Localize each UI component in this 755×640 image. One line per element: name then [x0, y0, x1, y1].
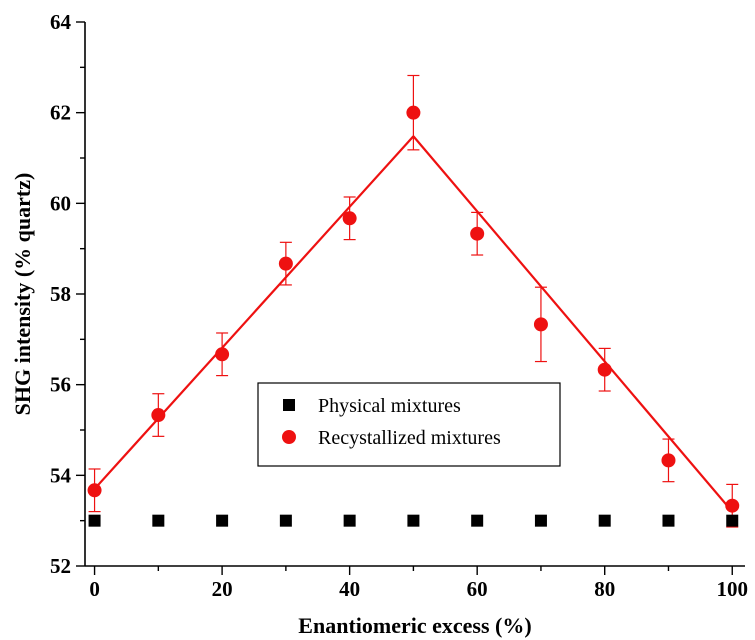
fit-line: [93, 135, 415, 490]
recrystallized-mixture-point: [151, 408, 166, 423]
legend-marker-circle: [282, 430, 296, 444]
recrystallized-mixture-point: [215, 347, 230, 362]
x-tick-label: 40: [339, 577, 360, 601]
y-tick-label: 60: [50, 191, 71, 215]
physical-mixture-point: [726, 514, 739, 527]
y-tick-label: 56: [50, 373, 71, 397]
recrystallized-mixture-point: [533, 317, 548, 332]
legend-marker-square: [283, 399, 295, 411]
x-tick-label: 80: [594, 577, 615, 601]
axes: [76, 21, 745, 575]
legend-label: Recystallized mixtures: [318, 427, 501, 449]
y-tick-label: 64: [50, 10, 72, 34]
x-tick-label: 60: [467, 577, 488, 601]
x-tick-label: 100: [716, 577, 748, 601]
recrystallized-mixture-point: [278, 256, 293, 271]
physical-mixture-point: [407, 514, 420, 527]
y-axis-title: SHG intensity (% quartz): [10, 173, 35, 416]
recrystallized-mixture-point: [342, 211, 357, 226]
physical-mixture-point: [471, 514, 484, 527]
recrystallized-mixture-point: [87, 483, 102, 498]
fit-lines: [93, 135, 734, 513]
physical-mixture-point: [152, 514, 165, 527]
recrystallized-mixture-point: [597, 362, 612, 377]
x-tick-label: 0: [89, 577, 100, 601]
y-tick-label: 52: [50, 554, 71, 578]
x-axis-title: Enantiomeric excess (%): [298, 613, 531, 638]
physical-mixture-point: [279, 514, 292, 527]
physical-mixture-point: [598, 514, 611, 527]
data-points: [87, 105, 740, 527]
recrystallized-mixture-point: [470, 226, 485, 241]
physical-mixture-point: [343, 514, 356, 527]
legend: Physical mixtures Recystallized mixtures: [257, 382, 561, 467]
y-tick-label: 58: [50, 282, 71, 306]
fit-line: [412, 135, 734, 513]
physical-mixture-point: [216, 514, 229, 527]
y-tick-label: 62: [50, 101, 71, 125]
x-tick-label: 20: [212, 577, 233, 601]
physical-mixture-point: [534, 514, 547, 527]
recrystallized-mixture-point: [406, 105, 421, 120]
recrystallized-mixture-point: [661, 453, 676, 468]
y-tick-label: 54: [50, 463, 72, 487]
legend-label: Physical mixtures: [318, 395, 461, 417]
physical-mixture-point: [88, 514, 101, 527]
tick-labels: 0 20 40 60 80 100 52 54 56 58 60 62 64: [50, 10, 748, 601]
legend-box: [257, 382, 561, 467]
physical-mixture-point: [662, 514, 675, 527]
recrystallized-mixture-point: [725, 498, 740, 513]
